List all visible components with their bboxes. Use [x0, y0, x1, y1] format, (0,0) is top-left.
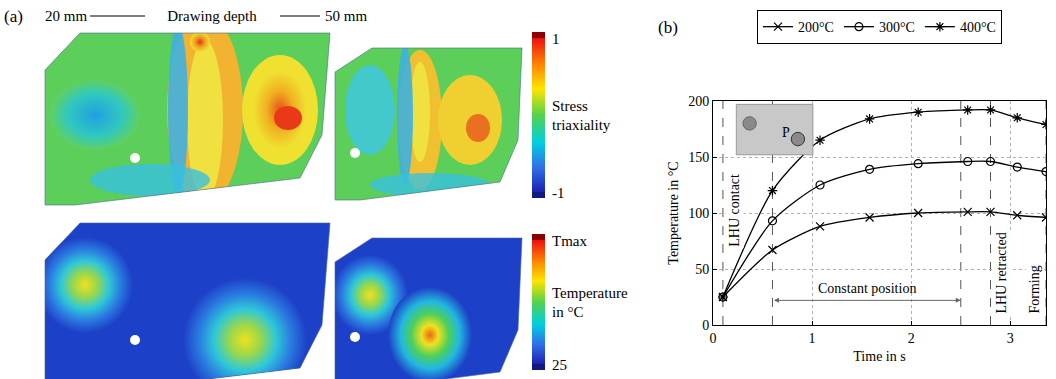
svg-text:150: 150 — [688, 150, 709, 165]
svg-text:1: 1 — [552, 31, 560, 47]
svg-text:LHU contact: LHU contact — [727, 174, 742, 247]
svg-text:200°C: 200°C — [798, 20, 834, 35]
svg-text:Time in s: Time in s — [853, 349, 905, 364]
svg-text:Drawing depth: Drawing depth — [167, 8, 257, 24]
svg-text:25: 25 — [552, 357, 567, 373]
svg-text:in °C: in °C — [552, 304, 583, 320]
svg-text:LHU retracted: LHU retracted — [994, 232, 1009, 313]
svg-text:200: 200 — [688, 94, 709, 109]
svg-text:Temperature in °C: Temperature in °C — [666, 161, 681, 264]
svg-text:Forming: Forming — [1027, 265, 1042, 313]
svg-text:100: 100 — [688, 206, 709, 221]
svg-text:Constant position: Constant position — [818, 281, 916, 296]
svg-text:Stress: Stress — [552, 98, 588, 114]
svg-text:300°C: 300°C — [879, 20, 915, 35]
svg-text:50 mm: 50 mm — [325, 8, 367, 24]
svg-text:Temperature: Temperature — [552, 285, 628, 301]
svg-text:2: 2 — [908, 331, 915, 346]
svg-text:0: 0 — [702, 318, 709, 333]
svg-text:1: 1 — [809, 331, 816, 346]
svg-text:3: 3 — [1007, 331, 1014, 346]
svg-text:triaxiality: triaxiality — [552, 117, 611, 133]
svg-text:P: P — [782, 125, 790, 140]
svg-text:20 mm: 20 mm — [45, 8, 87, 24]
svg-text:0: 0 — [710, 331, 717, 346]
svg-text:Tmax: Tmax — [552, 233, 587, 249]
svg-text:50: 50 — [695, 262, 709, 277]
svg-text:(b): (b) — [658, 18, 678, 37]
svg-text:-1: -1 — [552, 185, 565, 201]
svg-text:(a): (a) — [4, 7, 23, 26]
svg-text:400°C: 400°C — [960, 20, 996, 35]
